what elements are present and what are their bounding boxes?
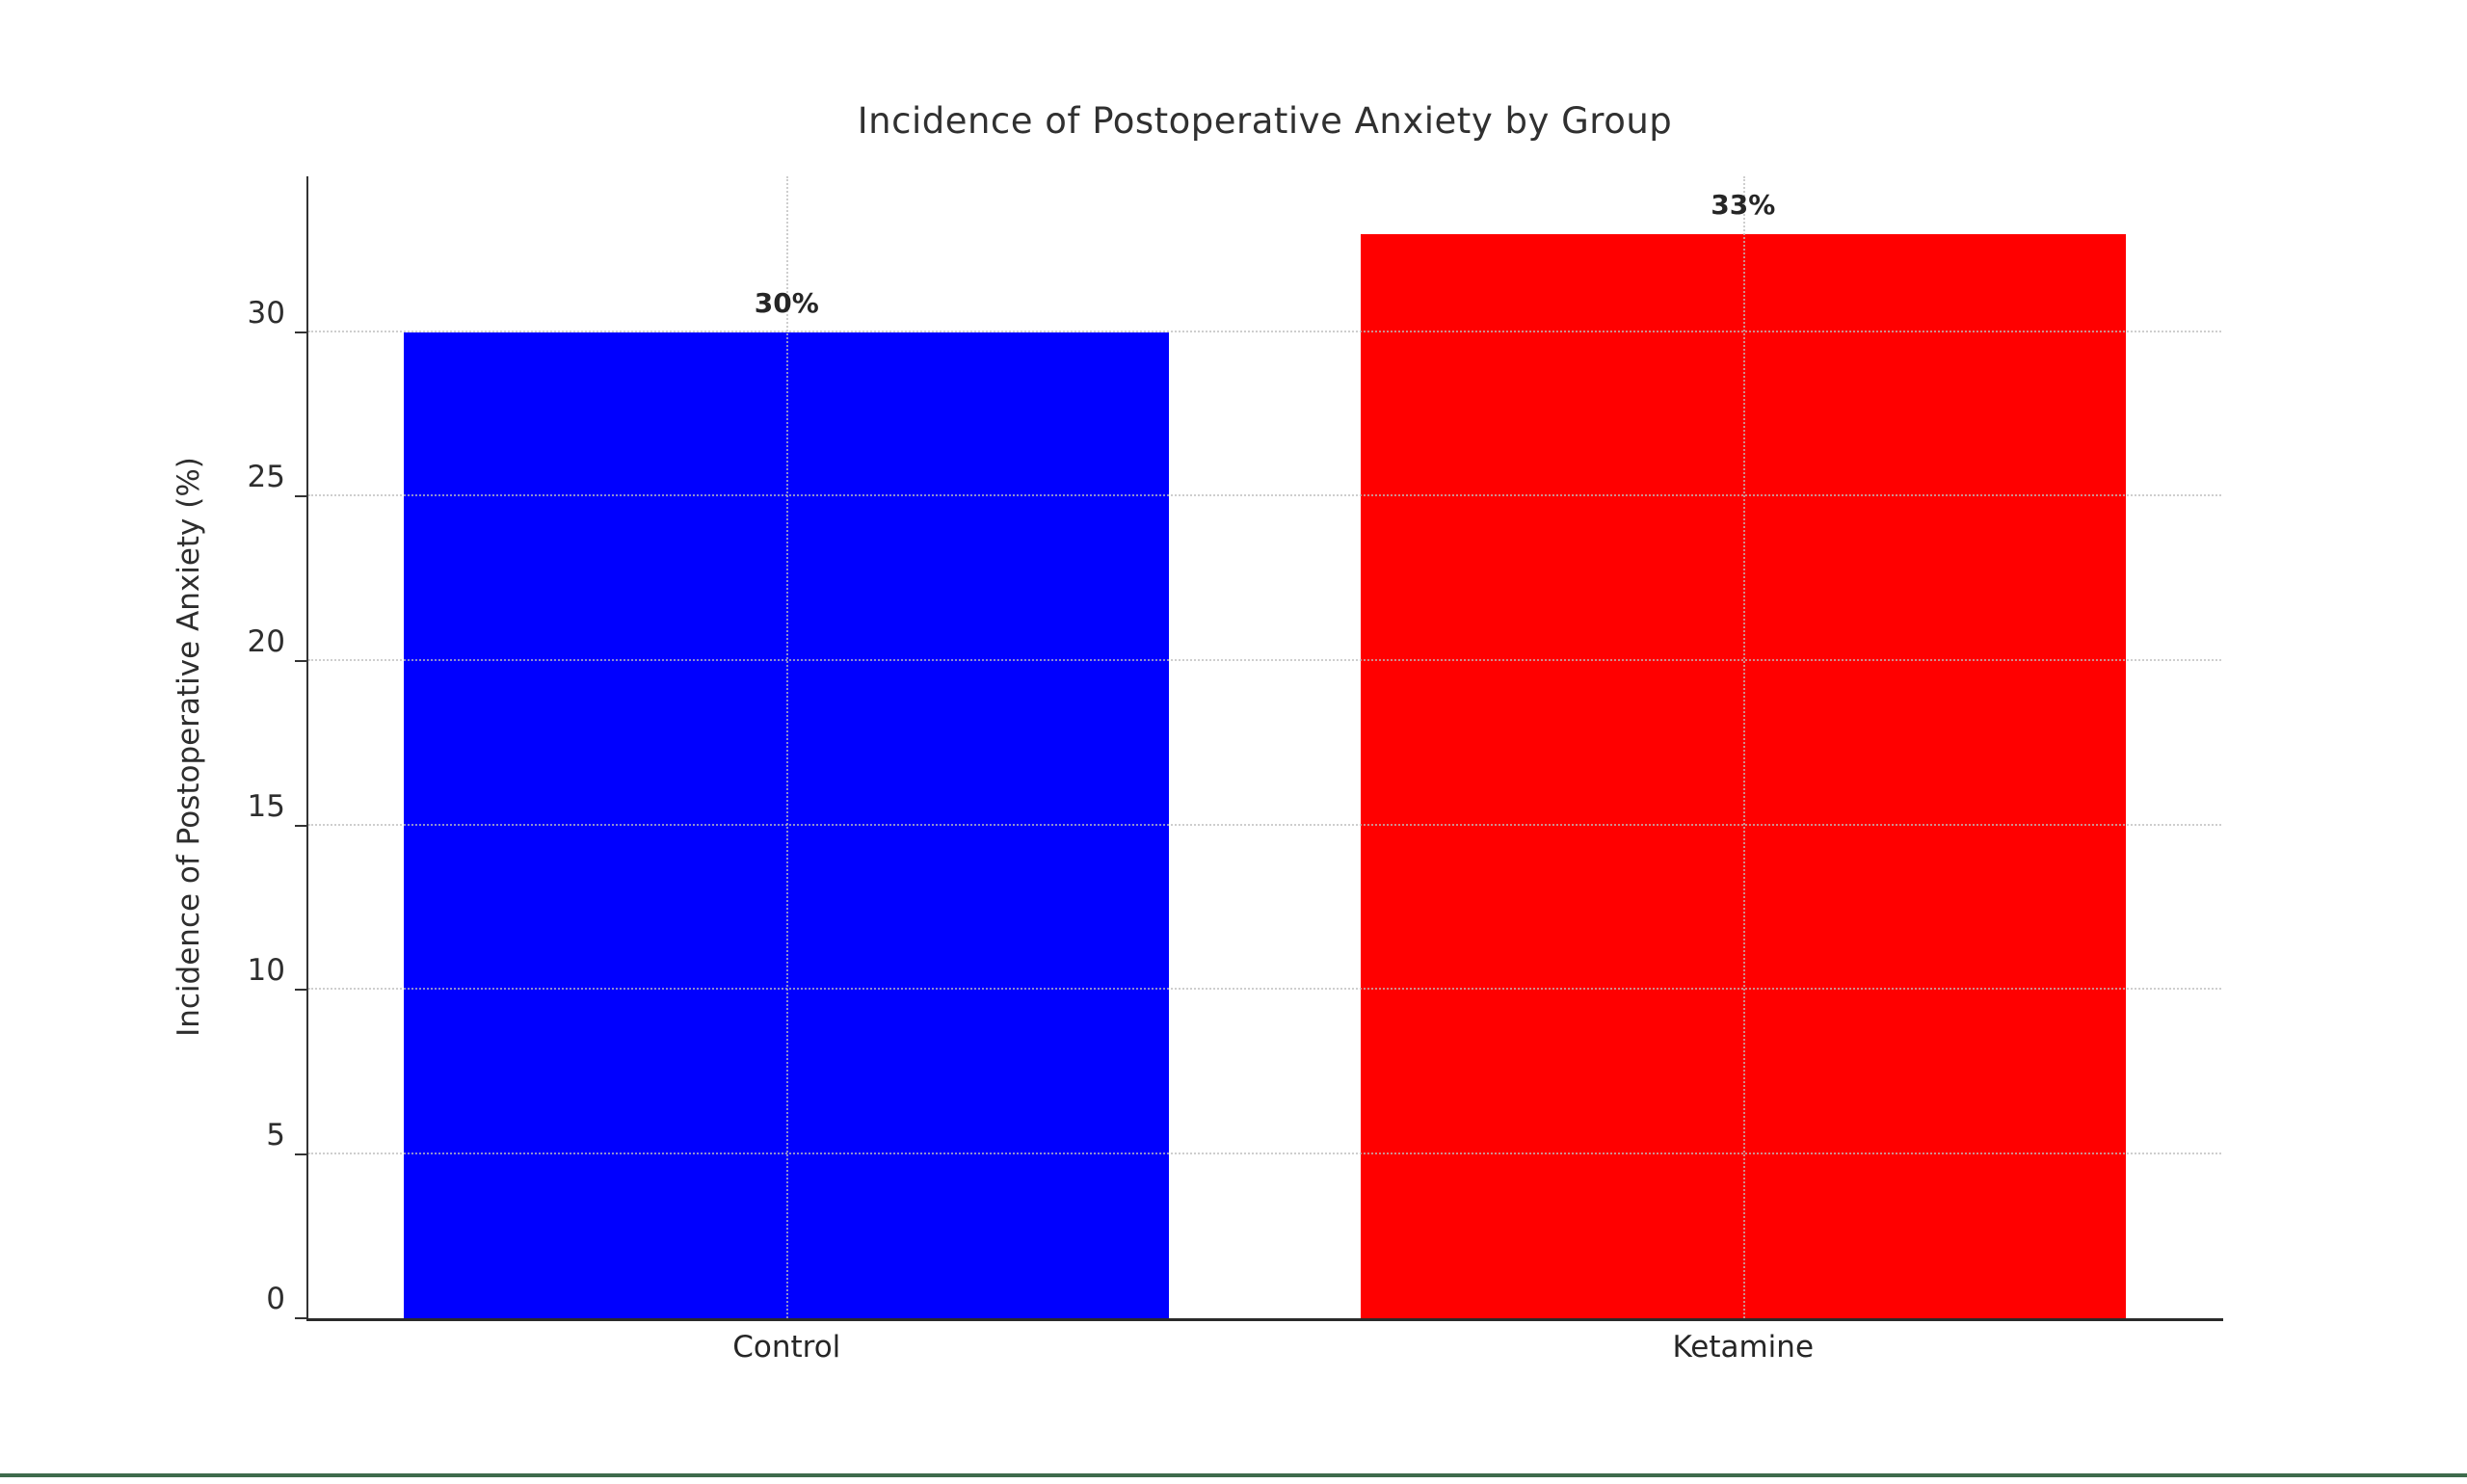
y-tick-label-0: 0 xyxy=(266,1282,285,1316)
bar-value-label-control: 30% xyxy=(754,286,819,319)
y-tick-mark-10 xyxy=(295,989,306,991)
y-tick-mark-0 xyxy=(295,1317,306,1319)
y-axis-label: Incidence of Postoperative Anxiety (%) xyxy=(172,457,206,1037)
y-tick-label-25: 25 xyxy=(247,460,285,495)
y-axis-spine xyxy=(306,176,308,1318)
x-axis-spine xyxy=(306,1318,2223,1321)
y-tick-label-10: 10 xyxy=(247,953,285,988)
plot-area: 0 5 10 15 20 25 30 30% Control 33% Ketamine xyxy=(248,176,2223,1365)
chart-title: Incidence of Postoperative Anxiety by Gr… xyxy=(857,100,1673,142)
y-tick-mark-30 xyxy=(295,331,306,333)
y-tick-mark-15 xyxy=(295,824,306,827)
y-tick-mark-20 xyxy=(295,660,306,662)
y-tick-mark-5 xyxy=(295,1153,306,1155)
bottom-rule xyxy=(0,1473,2467,1477)
gridline-horizontal-15 xyxy=(308,823,2221,826)
gridline-horizontal-20 xyxy=(308,659,2221,661)
gridline-vertical-ketamine xyxy=(1742,176,1745,1318)
y-tick-mark-25 xyxy=(295,495,306,498)
bar-value-label-ketamine: 33% xyxy=(1711,188,1776,221)
y-tick-label-5: 5 xyxy=(266,1117,285,1153)
gridline-horizontal-5 xyxy=(308,1152,2221,1154)
y-tick-label-30: 30 xyxy=(247,295,285,331)
x-tick-label-control: Control xyxy=(732,1330,841,1365)
gridline-horizontal-25 xyxy=(308,494,2221,497)
gridline-vertical-control xyxy=(786,176,789,1318)
y-tick-label-20: 20 xyxy=(247,624,285,659)
x-tick-label-ketamine: Ketamine xyxy=(1672,1330,1815,1365)
gridline-horizontal-10 xyxy=(308,988,2221,990)
y-tick-label-15: 15 xyxy=(247,788,285,824)
gridline-horizontal-30 xyxy=(308,330,2221,332)
